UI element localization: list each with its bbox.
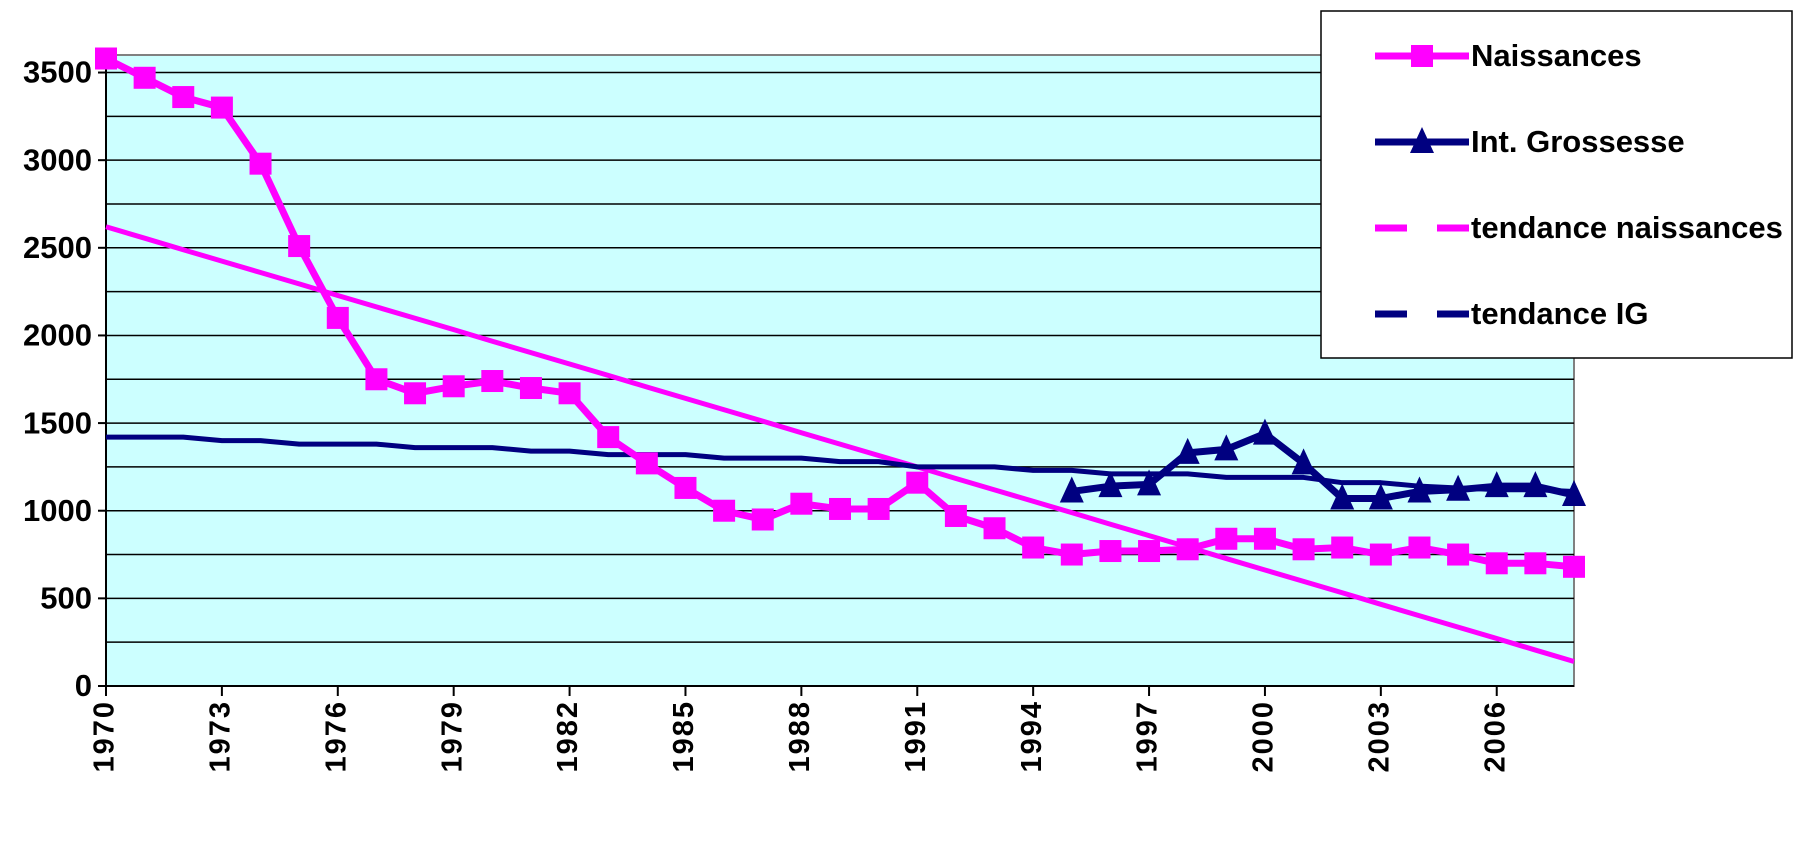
marker <box>442 375 465 398</box>
x-tick-label: 1976 <box>320 700 352 773</box>
marker <box>1410 127 1434 153</box>
marker <box>1411 45 1433 67</box>
marker <box>1060 543 1083 566</box>
legend-label: tendance naissances <box>1471 210 1783 245</box>
legend: Naissances Int. Grossesse tendance naissan… <box>1320 10 1793 359</box>
x-tick-label: 1979 <box>436 700 468 773</box>
x-tick-label: 2006 <box>1479 700 1511 773</box>
marker <box>1292 538 1315 561</box>
marker <box>1253 527 1276 550</box>
x-tick-label: 1988 <box>784 700 816 773</box>
marker <box>867 497 890 520</box>
y-tick-label: 1000 <box>23 493 92 528</box>
y-tick-label: 3000 <box>23 142 92 177</box>
x-tick-label: 1994 <box>1016 700 1048 773</box>
marker <box>1252 418 1277 445</box>
marker <box>906 471 929 494</box>
marker <box>1138 540 1161 563</box>
marker <box>1562 479 1586 506</box>
marker <box>558 382 581 405</box>
marker <box>635 452 658 475</box>
marker <box>1408 536 1431 559</box>
marker <box>713 499 736 522</box>
marker <box>1369 543 1392 566</box>
marker <box>983 517 1006 540</box>
y-tick-label: 1500 <box>23 405 92 440</box>
y-tick-label: 0 <box>75 668 92 703</box>
marker <box>481 370 504 393</box>
x-tick-label: 2000 <box>1248 700 1280 773</box>
marker <box>751 508 774 531</box>
marker <box>326 306 349 329</box>
marker <box>1484 471 1509 498</box>
series-line <box>106 434 1575 494</box>
x-tick-label: 1973 <box>205 700 237 773</box>
marker <box>288 235 311 258</box>
marker <box>210 96 233 119</box>
marker <box>829 497 851 520</box>
legend-label: Naissances <box>1471 38 1642 73</box>
marker <box>790 492 813 515</box>
marker <box>1523 471 1548 498</box>
marker <box>944 504 967 527</box>
y-tick-label: 2500 <box>23 230 92 265</box>
x-tick-label: 1982 <box>552 700 584 773</box>
marker <box>1330 483 1355 510</box>
marker <box>1291 448 1316 475</box>
marker <box>1447 543 1470 566</box>
marker <box>519 377 542 400</box>
marker <box>1368 483 1393 510</box>
legend-label: Int. Grossesse <box>1471 124 1685 159</box>
marker <box>1485 552 1508 575</box>
marker <box>674 476 697 499</box>
marker <box>1524 552 1547 575</box>
marker <box>365 368 388 391</box>
marker <box>1059 476 1084 503</box>
marker <box>597 426 620 449</box>
y-tick-label: 500 <box>40 581 92 616</box>
marker <box>1215 527 1238 550</box>
marker <box>172 86 195 109</box>
marker <box>1022 536 1045 559</box>
marker <box>95 47 117 70</box>
series-line <box>105 224 1575 664</box>
marker <box>1214 434 1239 461</box>
y-tick-label: 2000 <box>23 318 92 353</box>
marker <box>1098 471 1123 498</box>
marker <box>1563 555 1585 578</box>
x-tick-label: 1997 <box>1132 700 1164 773</box>
marker <box>1176 538 1199 561</box>
y-tick-label: 3500 <box>23 55 92 90</box>
marker <box>404 382 427 405</box>
marker <box>133 66 156 89</box>
marker <box>1175 437 1200 464</box>
x-tick-label: 2003 <box>1363 700 1395 773</box>
x-tick-label: 1985 <box>668 700 700 773</box>
marker <box>1331 536 1354 559</box>
x-tick-label: 1970 <box>89 700 121 773</box>
marker <box>1407 476 1432 503</box>
marker <box>1137 469 1162 496</box>
marker <box>1446 474 1471 501</box>
legend-label: tendance IG <box>1471 296 1648 331</box>
marker <box>1099 540 1122 563</box>
x-tick-label: 1991 <box>900 700 932 773</box>
legend-box <box>1320 10 1793 359</box>
marker <box>249 152 272 175</box>
